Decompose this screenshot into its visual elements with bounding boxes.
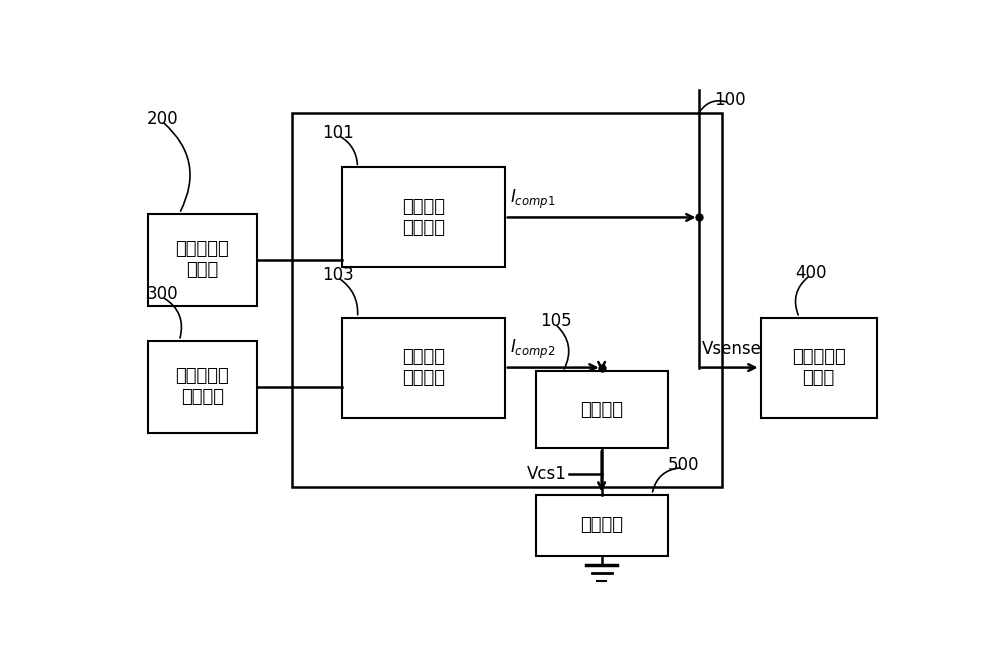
Bar [342,168,505,267]
Text: 100: 100 [714,91,746,110]
Bar [761,317,877,418]
Text: 105: 105 [540,312,571,330]
Text: 采样单元: 采样单元 [580,516,623,534]
Text: 103: 103 [323,266,354,284]
Bar [342,317,505,418]
Text: 101: 101 [323,124,354,142]
Text: $I_{comp1}$: $I_{comp1}$ [510,188,556,212]
Text: Vcs1: Vcs1 [527,465,567,483]
Text: $I_{comp2}$: $I_{comp2}$ [510,338,556,361]
Text: 负载反馈电
压输入端: 负载反馈电 压输入端 [176,367,229,406]
Bar [148,214,257,306]
Bar [536,371,668,449]
Text: 500: 500 [668,457,699,474]
Bar [292,114,722,487]
Text: 400: 400 [795,264,827,282]
Text: 第一电流
补偿模块: 第一电流 补偿模块 [402,198,445,237]
Bar [536,495,668,556]
Text: 转换模块: 转换模块 [580,401,623,419]
Text: 第二电流
补偿模块: 第二电流 补偿模块 [402,348,445,387]
Text: Vsense: Vsense [702,340,762,358]
Text: 300: 300 [147,285,178,304]
Text: 200: 200 [147,110,178,128]
Text: 控制单元的
输出端: 控制单元的 输出端 [176,240,229,279]
Text: 控制单元的
输入端: 控制单元的 输入端 [792,348,846,387]
Bar [148,340,257,433]
